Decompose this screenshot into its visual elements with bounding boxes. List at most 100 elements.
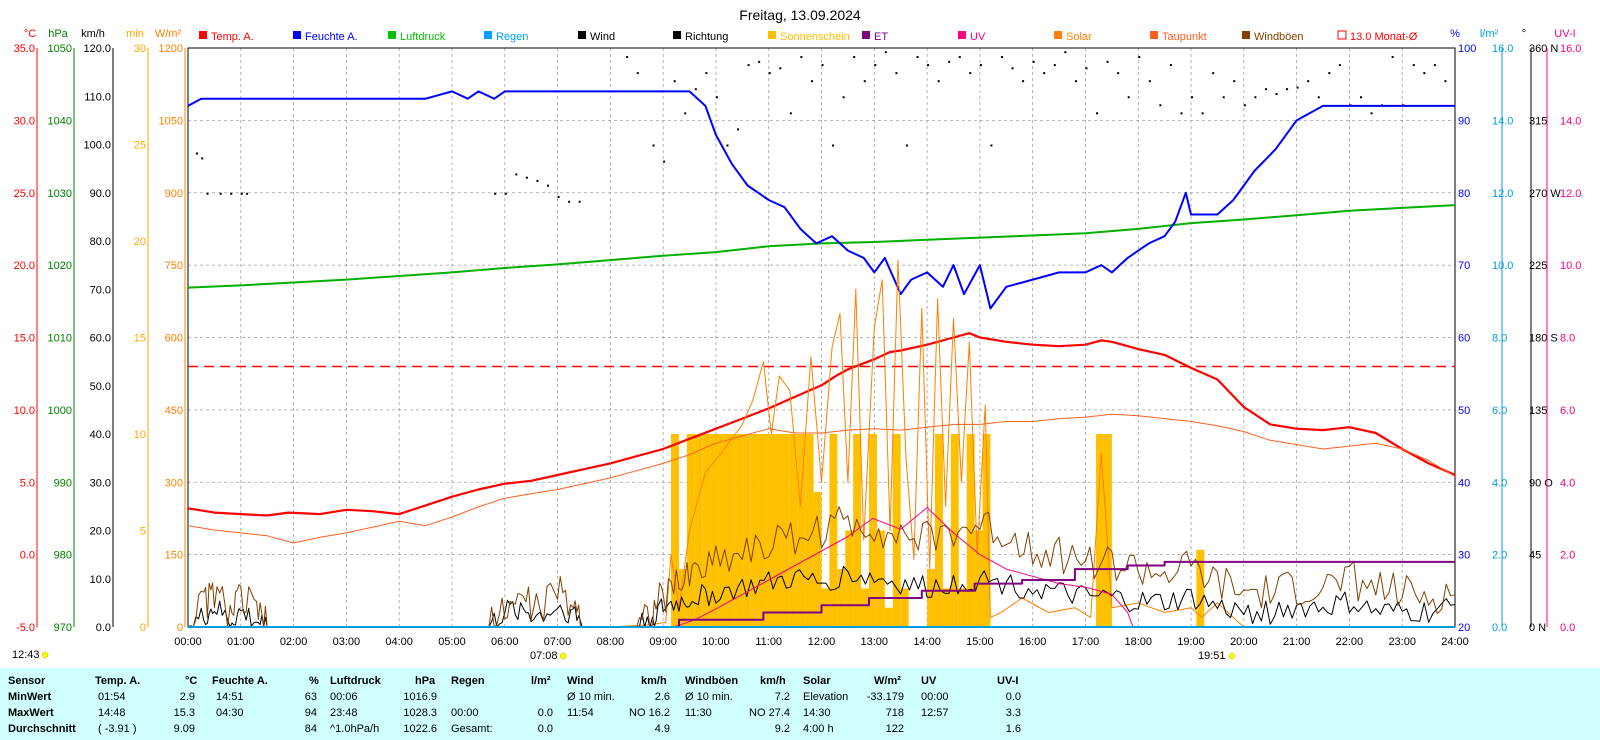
axis-tick-direction: 0 N [1529, 622, 1546, 634]
sunshine-bar [671, 434, 679, 627]
direction-point [230, 192, 233, 195]
th-temp-unit: °C [185, 675, 198, 687]
direction-point [1000, 56, 1003, 59]
axis-tick-wind: 70.0 [90, 284, 111, 296]
direction-point [1359, 96, 1362, 99]
axis-unit-wind: km/h [81, 28, 105, 40]
x-tick-label: 13:00 [861, 636, 889, 648]
direction-point [557, 195, 560, 198]
table-cell-hum-time: 04:30 [216, 707, 244, 719]
axis-tick-direction: 180 S [1529, 333, 1558, 345]
direction-point [979, 64, 982, 67]
side-labels: 12:43 07:08 19:51 [12, 649, 1236, 662]
legend-swatch [293, 31, 301, 39]
sunshine-bar [861, 588, 870, 627]
x-tick-label: 09:00 [649, 636, 677, 648]
axis-tick-rain: 2.0 [1492, 550, 1507, 562]
axis-tick-solar: 300 [165, 477, 183, 489]
axis-tick-sunmin: 15 [134, 333, 146, 345]
axis-unit-uv: UV-I [1554, 28, 1575, 40]
direction-point [1317, 96, 1320, 99]
sunshine-bar [845, 530, 854, 627]
direction-point [1328, 72, 1331, 75]
table-cell-wind-val: 2.6 [654, 691, 670, 703]
direction-point [715, 96, 718, 99]
x-tick-label: 19:00 [1177, 636, 1205, 648]
direction-point [853, 56, 856, 59]
axis-tick-solar: 750 [165, 260, 183, 272]
direction-point [494, 192, 497, 195]
th-hum: Feuchte A. [212, 675, 268, 687]
axis-tick-uv: 12.0 [1560, 188, 1581, 200]
direction-point [1222, 96, 1225, 99]
axis-tick-direction: 135 [1529, 405, 1547, 417]
direction-point [636, 72, 639, 75]
x-tick-label: 05:00 [438, 636, 466, 648]
legend-swatch [484, 31, 492, 39]
axis-tick-uv: 16.0 [1560, 43, 1581, 55]
axis-tick-solar: 1050 [159, 115, 183, 127]
axis-tick-pressure: 990 [54, 477, 72, 489]
direction-point [536, 179, 539, 182]
direction-point [1307, 80, 1310, 83]
direction-point [800, 56, 803, 59]
direction-point [663, 160, 666, 163]
x-tick-label: 21:00 [1283, 636, 1311, 648]
direction-point [694, 88, 697, 91]
x-tick-label: 06:00 [491, 636, 519, 648]
legend-swatch [1054, 31, 1062, 39]
direction-point [673, 80, 676, 83]
direction-point [1169, 64, 1172, 67]
axis-tick-pressure: 1050 [48, 43, 72, 55]
axis-tick-temp: 0.0 [20, 550, 35, 562]
axis-tick-direction: 90 O [1529, 477, 1553, 489]
direction-point [1159, 104, 1162, 107]
series-uv [188, 507, 1455, 628]
axis-tick-sunmin: 20 [134, 236, 146, 248]
legend-swatch [673, 31, 681, 39]
axis-tick-rain: 12.0 [1492, 188, 1513, 200]
x-tick-label: 11:00 [755, 636, 782, 648]
axis-tick-solar: 450 [165, 405, 183, 417]
legend-label: 13.0 Monat-Ø [1350, 31, 1418, 43]
sunrise-label: 07:08 [530, 650, 558, 662]
direction-point [1191, 96, 1194, 99]
x-tick-label: 02:00 [280, 636, 308, 648]
axis-tick-temp: 10.0 [14, 405, 35, 417]
th-hum-unit: % [309, 675, 319, 687]
x-tick-label: 22:00 [1336, 636, 1364, 648]
th-sensor: Sensor [8, 675, 46, 687]
direction-point [768, 72, 771, 75]
axis-unit-rain: l/m² [1480, 28, 1499, 40]
sunshine-bar [1096, 434, 1104, 627]
table-cell-press-val: 1028.3 [403, 707, 437, 719]
direction-point [1264, 88, 1267, 91]
sunshine-bar [813, 491, 822, 627]
table-cell-temp-val: 9.09 [173, 723, 195, 735]
legend-label: Wind [590, 31, 615, 43]
x-tick-label: 03:00 [333, 636, 361, 648]
axis-unit-sunmin: min [126, 28, 144, 40]
direction-point [1275, 93, 1278, 96]
chart-series [187, 90, 1456, 628]
table-cell-solar-time: Elevation [803, 691, 849, 703]
table-cell-temp-time: 01:54 [98, 691, 126, 703]
sunshine-bar [694, 434, 703, 627]
x-tick-label: 08:00 [597, 636, 625, 648]
table-cell-rain-val: 0.0 [537, 707, 553, 719]
weather-chart: Freitag, 13.09.2024 Temp. A. Feuchte A. Lu… [12, 7, 1581, 662]
axis-tick-humidity: 40 [1458, 477, 1470, 489]
sunshine-bar [884, 607, 893, 627]
legend-swatch [578, 31, 586, 39]
axis-tick-wind: 10.0 [90, 574, 111, 586]
axis-tick-wind: 50.0 [90, 381, 111, 393]
direction-point [758, 60, 761, 63]
axis-tick-uv: 10.0 [1560, 260, 1581, 272]
sunshine-bar [766, 434, 774, 627]
axis-tick-wind: 90.0 [90, 188, 111, 200]
series-luftdruck [187, 204, 1456, 289]
legend-swatch [768, 31, 776, 39]
legend-swatch [1150, 31, 1158, 39]
axis-tick-sunmin: 25 [134, 140, 146, 152]
axis-tick-solar: 600 [165, 333, 183, 345]
